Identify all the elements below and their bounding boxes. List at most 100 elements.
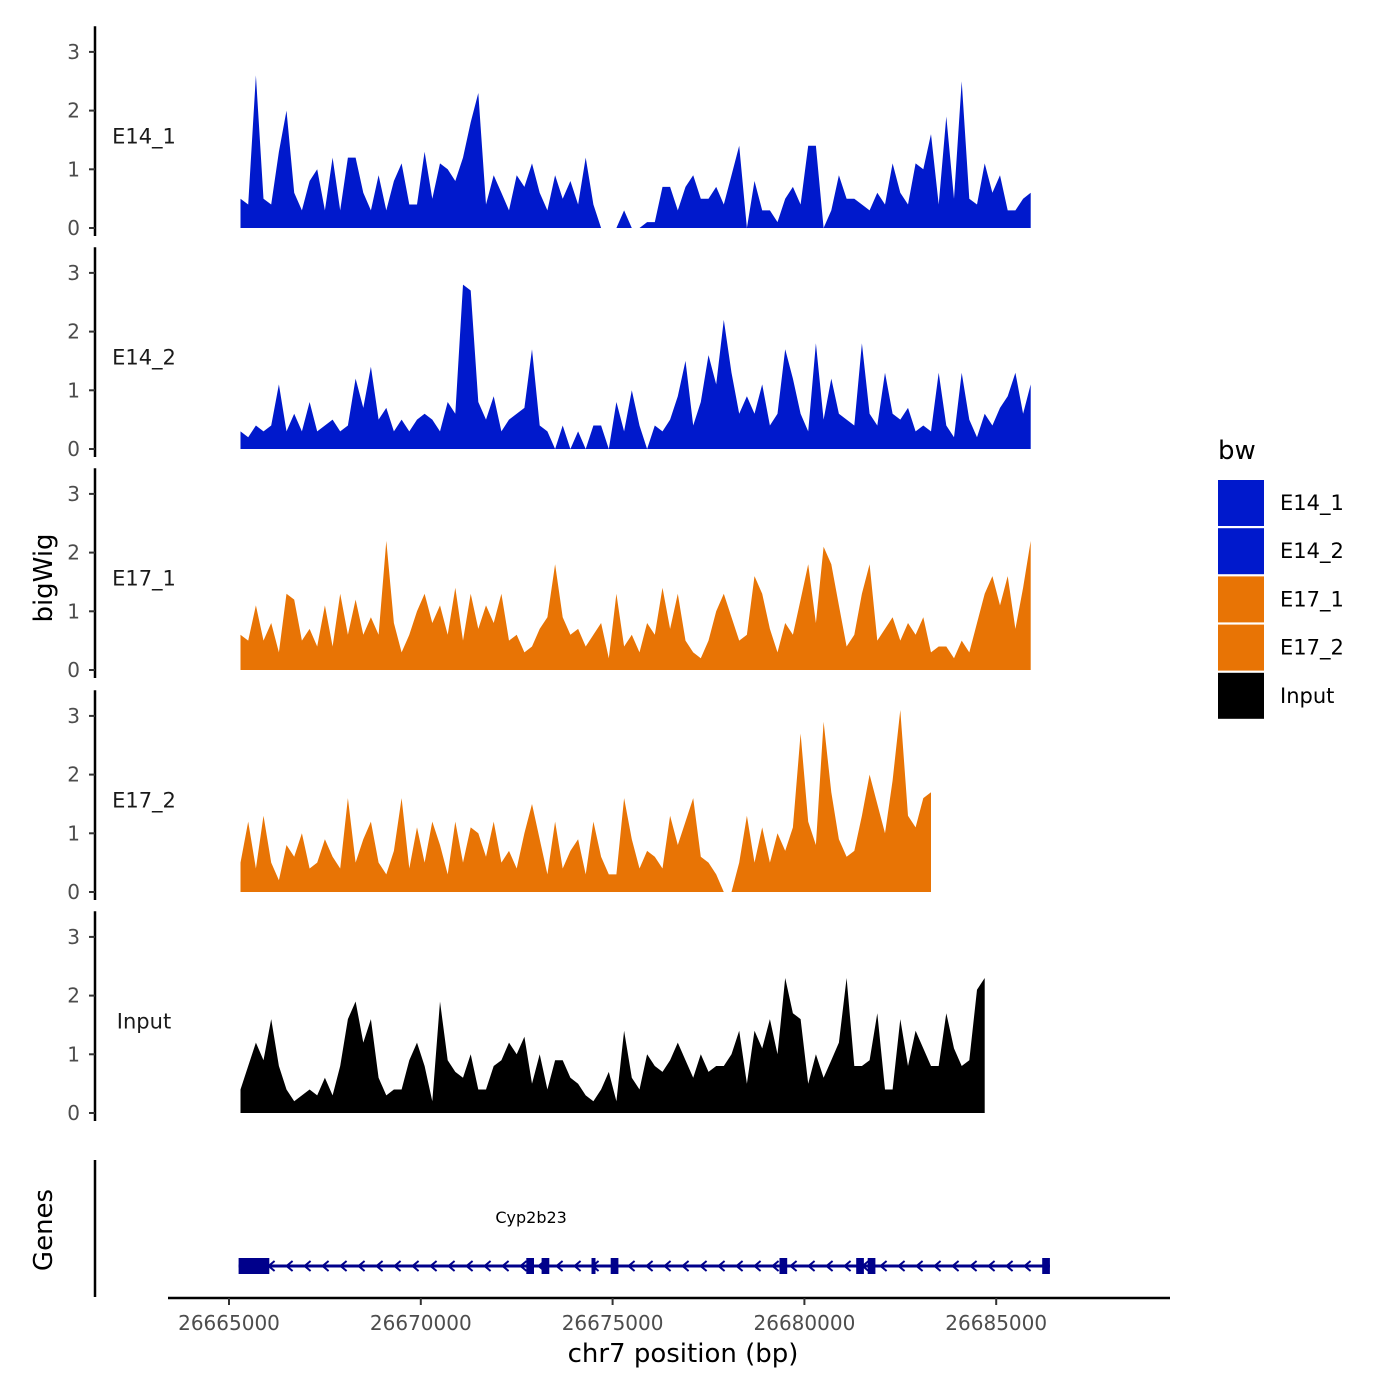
strand-arrow: [555, 1260, 564, 1272]
y-tick-label-e14-2-0: 0: [67, 437, 80, 461]
coverage-tracks: 0 1 2 3 E14_1 0 1 2 3 E14_2 0 1 2 3 E17_1 0 1 2 3 E17_2 0 1 2 3…: [67, 26, 1031, 1125]
y-tick-label-e14-2-3: 3: [67, 261, 80, 285]
exon-2: [526, 1258, 534, 1274]
exon-8: [867, 1258, 876, 1274]
strand-arrow: [969, 1260, 978, 1272]
exon-1: [238, 1258, 270, 1274]
y-tick-label-e17-1-0: 0: [67, 658, 80, 682]
y-tick-label-input-2: 2: [67, 984, 80, 1008]
track-label-e17-1: E17_1: [112, 567, 176, 592]
y-tick-label-e14-2-1: 1: [67, 378, 80, 402]
legend-swatch-e14-1: [1218, 480, 1264, 526]
area-input: [240, 978, 985, 1113]
area-e17-2: [240, 710, 931, 892]
track-e17-1: 0 1 2 3 E17_1: [67, 468, 1031, 682]
y-tick-label-e17-2-2: 2: [67, 763, 80, 787]
strand-arrow: [375, 1260, 384, 1272]
strand-arrow: [843, 1260, 852, 1272]
exon-4: [591, 1258, 596, 1274]
y-tick-label-e14-1-0: 0: [67, 216, 80, 240]
genes-axis-title: Genes: [29, 1189, 59, 1271]
legend-swatch-input: [1218, 672, 1264, 719]
strand-arrow: [933, 1260, 942, 1272]
track-input: 0 1 2 3 Input: [67, 911, 985, 1125]
legend-swatch-e17-1: [1218, 576, 1264, 623]
strand-arrow: [573, 1260, 582, 1272]
x-axis-title: chr7 position (bp): [568, 1339, 799, 1369]
legend-swatch-e14-2: [1218, 528, 1264, 575]
legend-label-e17-1: E17_1: [1280, 587, 1344, 612]
y-tick-label-input-0: 0: [67, 1101, 80, 1125]
track-label-input: Input: [117, 1010, 171, 1034]
legend-label-input: Input: [1280, 684, 1334, 708]
strand-arrow: [663, 1260, 672, 1272]
y-tick-label-e14-2-2: 2: [67, 320, 80, 344]
legend: bw E14_1 E14_2 E17_1 E17_2 Input: [1218, 436, 1344, 719]
strand-arrow: [645, 1260, 654, 1272]
strand-arrow: [879, 1260, 888, 1272]
strand-arrow: [681, 1260, 690, 1272]
area-e14-2: [240, 284, 1031, 449]
y-tick-label-input-1: 1: [67, 1042, 80, 1066]
exon-7: [856, 1258, 864, 1274]
legend-label-e14-2: E14_2: [1280, 539, 1344, 564]
exon-9: [1042, 1258, 1050, 1274]
strand-arrow: [951, 1260, 960, 1272]
area-e14-1: [240, 75, 1031, 229]
strand-arrow: [285, 1260, 294, 1272]
exon-3: [541, 1258, 550, 1274]
gene-name-label: Cyp2b23: [495, 1208, 567, 1227]
x-tick-label-26665000: 26665000: [178, 1311, 280, 1335]
track-e14-2: 0 1 2 3 E14_2: [67, 247, 1031, 461]
x-axis: 26665000 26670000 26675000 26680000 26685000: [168, 1296, 1170, 1335]
strand-arrow: [447, 1260, 456, 1272]
strand-arrow: [825, 1260, 834, 1272]
strand-arrow: [771, 1260, 780, 1272]
strand-arrow: [429, 1260, 438, 1272]
strand-arrow: [483, 1260, 492, 1272]
y-tick-label-e17-2-1: 1: [67, 821, 80, 845]
legend-label-e14-1: E14_1: [1280, 491, 1344, 516]
legend-label-e17-2: E17_2: [1280, 636, 1344, 661]
strand-arrow: [393, 1260, 402, 1272]
y-tick-label-e17-1-2: 2: [67, 541, 80, 565]
strand-arrow: [627, 1260, 636, 1272]
strand-arrow: [699, 1260, 708, 1272]
strand-arrow: [753, 1260, 762, 1272]
y-axis-title: bigWig: [29, 533, 59, 622]
y-tick-label-e17-2-0: 0: [67, 880, 80, 904]
strand-arrow: [915, 1260, 924, 1272]
strand-arrow: [1005, 1260, 1014, 1272]
legend-title: bw: [1218, 436, 1256, 466]
y-tick-label-e17-2-3: 3: [67, 704, 80, 728]
strand-arrow: [807, 1260, 816, 1272]
strand-arrow: [897, 1260, 906, 1272]
strand-arrow: [339, 1260, 348, 1272]
track-label-e17-2: E17_2: [112, 789, 176, 814]
exon-6: [779, 1258, 788, 1274]
track-label-e14-1: E14_1: [112, 125, 176, 150]
track-e14-1: 0 1 2 3 E14_1: [67, 26, 1031, 240]
strand-arrow: [735, 1260, 744, 1272]
area-e17-1: [240, 540, 1031, 670]
strand-arrow: [519, 1260, 528, 1272]
y-tick-label-e17-1-3: 3: [67, 482, 80, 506]
strand-arrow: [987, 1260, 996, 1272]
y-tick-label-e17-1-1: 1: [67, 599, 80, 623]
strand-arrow: [411, 1260, 420, 1272]
legend-swatch-e17-2: [1218, 624, 1264, 671]
track-e17-2: 0 1 2 3 E17_2: [67, 690, 931, 904]
strand-arrow: [717, 1260, 726, 1272]
x-tick-label-26685000: 26685000: [945, 1311, 1047, 1335]
strand-arrow: [321, 1260, 330, 1272]
x-tick-label-26675000: 26675000: [562, 1311, 664, 1335]
y-tick-label-e14-1-3: 3: [67, 40, 80, 64]
strand-arrow: [465, 1260, 474, 1272]
track-label-e14-2: E14_2: [112, 346, 176, 371]
x-tick-label-26680000: 26680000: [754, 1311, 856, 1335]
x-tick-label-26670000: 26670000: [370, 1311, 472, 1335]
strand-arrow: [1023, 1260, 1032, 1272]
strand-arrow: [501, 1260, 510, 1272]
y-tick-label-input-3: 3: [67, 925, 80, 949]
